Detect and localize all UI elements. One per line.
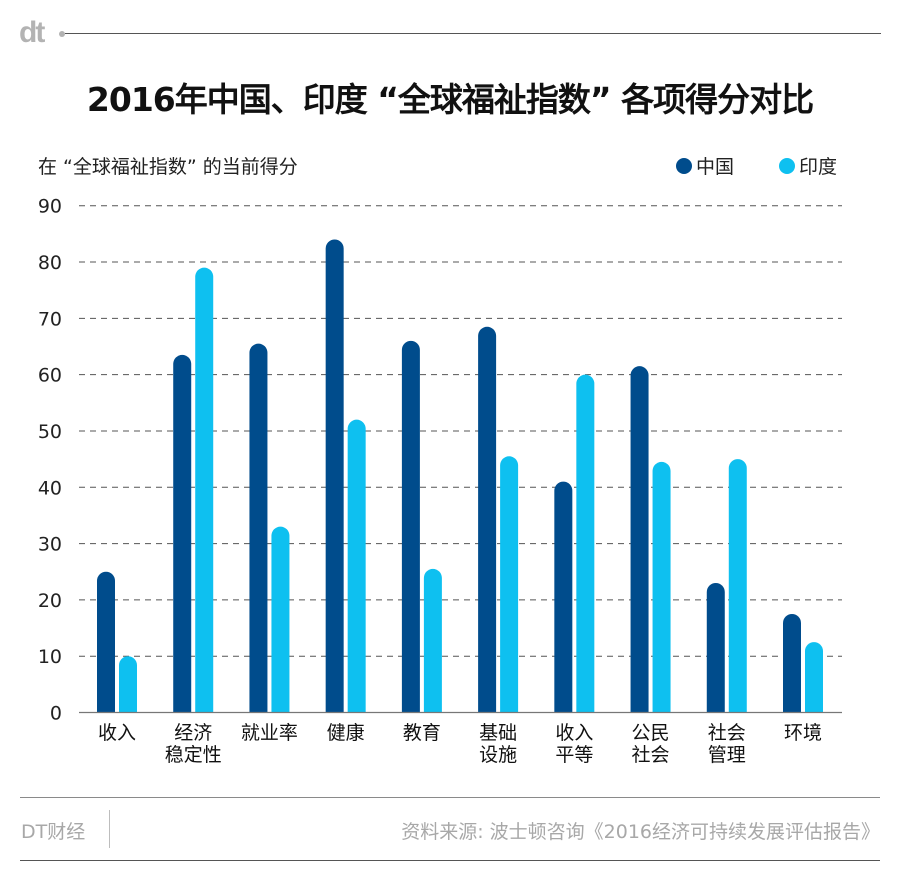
bar-india — [805, 642, 823, 713]
y-tick-label: 20 — [38, 590, 62, 612]
x-category-label: 收入 — [555, 722, 593, 744]
bar-china — [401, 340, 420, 713]
legend-item-china: 中国 — [676, 152, 734, 179]
x-category-label: 教育 — [403, 722, 441, 744]
y-tick-label: 80 — [38, 252, 62, 274]
x-category-label: 环境 — [784, 722, 822, 744]
footer-separator — [109, 810, 110, 848]
x-category-label: 就业率 — [241, 722, 298, 744]
bar-china — [325, 239, 344, 713]
bar-india — [271, 526, 290, 713]
x-category-label: 平等 — [555, 744, 593, 766]
x-category-label: 稳定性 — [165, 744, 222, 766]
y-tick-label: 50 — [38, 421, 62, 443]
legend-label-china: 中国 — [696, 156, 735, 178]
y-tick-label: 40 — [38, 477, 62, 499]
bar-india — [423, 568, 442, 713]
x-category-label: 基础 — [479, 722, 517, 744]
y-tick-label: 10 — [38, 646, 62, 668]
y-tick-label: 70 — [38, 308, 62, 330]
footer-top-rule — [20, 797, 880, 798]
bar-china — [630, 366, 649, 713]
x-category-label: 管理 — [708, 744, 746, 766]
footer-bottom-rule — [20, 860, 880, 861]
bar-india — [728, 459, 747, 713]
footer-brand: DT财经 — [21, 821, 86, 843]
bar-china — [173, 354, 192, 713]
bar-china — [97, 571, 115, 713]
x-category-label: 健康 — [327, 722, 365, 744]
x-category-label: 社会 — [708, 722, 746, 744]
legend-label-india: 印度 — [799, 156, 838, 178]
logo-dot — [59, 31, 65, 37]
bar-india — [576, 374, 595, 713]
x-category-label: 公民 — [632, 722, 670, 744]
top-rule — [65, 33, 881, 34]
y-tick-label: 60 — [38, 365, 62, 387]
x-category-label: 社会 — [632, 744, 670, 766]
bar-india — [347, 419, 366, 713]
brand-logo: dt — [19, 16, 45, 49]
chart-title: 2016年中国、印度 “全球福祉指数” 各项得分对比 — [86, 80, 814, 119]
x-category-label: 设施 — [479, 744, 517, 766]
bar-china — [783, 613, 801, 713]
y-axis-subtitle: 在 “全球福祉指数” 的当前得分 — [38, 156, 298, 178]
bar-china — [478, 326, 497, 713]
bar-india — [195, 267, 214, 713]
bar-china — [554, 481, 573, 713]
legend-dot-india-icon — [779, 157, 795, 174]
x-category-label: 经济 — [174, 722, 212, 744]
bar-china — [706, 582, 725, 713]
legend-item-india: 印度 — [779, 152, 837, 179]
bar-india — [500, 456, 519, 713]
bar-india — [652, 461, 671, 713]
y-tick-label: 30 — [38, 534, 62, 556]
y-tick-label: 0 — [50, 703, 62, 725]
source-note: 资料来源: 波士顿咨询《2016经济可持续发展评估报告》 — [401, 821, 880, 843]
y-tick-label: 90 — [38, 196, 62, 218]
bar-india — [119, 656, 137, 713]
x-category-label: 收入 — [98, 722, 136, 744]
legend-dot-china-icon — [676, 157, 692, 174]
bar-china — [249, 343, 268, 713]
